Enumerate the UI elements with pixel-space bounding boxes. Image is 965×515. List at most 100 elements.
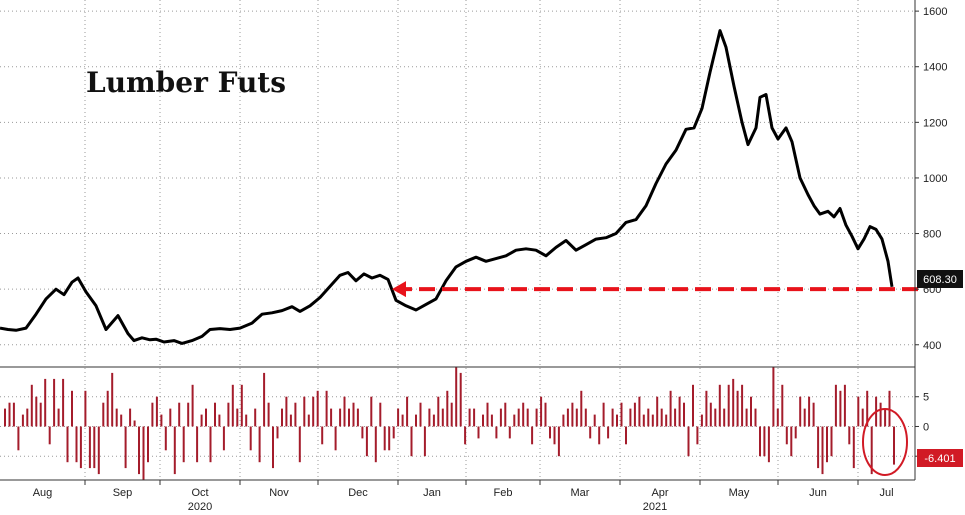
bar	[124, 426, 127, 469]
bar	[852, 426, 855, 469]
bar	[39, 402, 42, 427]
bar	[683, 402, 685, 427]
bar	[343, 396, 346, 427]
highlight-circle	[862, 408, 908, 476]
bar	[575, 408, 578, 427]
bar	[35, 396, 38, 427]
bar	[173, 426, 176, 475]
bar	[209, 426, 212, 463]
bar	[553, 426, 556, 445]
bar	[490, 414, 493, 427]
bar	[281, 408, 283, 427]
bar	[669, 390, 672, 427]
price-line-layer	[0, 29, 894, 345]
bar	[593, 414, 596, 427]
bar	[776, 408, 779, 427]
bar	[325, 390, 328, 427]
bar	[499, 408, 502, 427]
bar	[205, 408, 207, 427]
bar-tick-label: 0	[923, 421, 929, 433]
bar	[642, 414, 645, 427]
bar	[808, 396, 811, 427]
bar	[709, 402, 712, 427]
bar	[169, 408, 172, 427]
bar	[482, 414, 484, 427]
bar	[151, 402, 154, 427]
bar	[84, 390, 87, 427]
month-label: May	[729, 487, 750, 499]
bar	[423, 426, 426, 457]
bar	[517, 408, 520, 427]
bar	[410, 426, 413, 457]
bar	[236, 408, 239, 427]
bar	[799, 396, 802, 427]
bar	[879, 402, 882, 427]
bar	[745, 408, 748, 427]
bar	[571, 402, 574, 427]
month-label: Sep	[113, 487, 133, 499]
bar	[660, 408, 663, 427]
bar	[504, 402, 507, 427]
bar	[700, 414, 703, 427]
bar	[580, 390, 583, 427]
bar	[441, 408, 444, 427]
bar	[79, 426, 82, 469]
bar	[374, 426, 377, 463]
bar	[102, 402, 105, 427]
bar	[589, 426, 592, 439]
bar	[651, 414, 654, 427]
bar	[723, 408, 726, 427]
month-label: Feb	[494, 487, 513, 499]
bar	[397, 408, 400, 427]
chart-title: Lumber Futs	[86, 66, 286, 99]
bar	[750, 396, 752, 427]
bar	[111, 372, 114, 427]
bar	[307, 414, 310, 427]
bar	[736, 390, 739, 427]
bar	[803, 408, 806, 427]
bar	[812, 402, 815, 427]
month-label: Dec	[348, 487, 368, 499]
bar	[531, 426, 534, 445]
bar	[647, 408, 650, 427]
bar	[857, 396, 860, 427]
bar	[196, 426, 199, 463]
bar	[794, 426, 797, 439]
bar	[44, 378, 47, 427]
bar	[861, 408, 864, 427]
bar	[12, 402, 15, 427]
bar	[222, 426, 225, 451]
bar	[566, 408, 569, 427]
bar	[428, 408, 431, 427]
bar	[272, 426, 274, 469]
bar	[267, 402, 270, 427]
month-label: Jan	[423, 487, 441, 499]
bar	[754, 408, 757, 427]
bar	[330, 408, 333, 427]
bar	[848, 426, 851, 445]
bar	[692, 384, 694, 427]
bar	[638, 396, 641, 427]
bar	[388, 426, 391, 451]
bar	[303, 396, 306, 427]
bar	[334, 426, 337, 451]
bar	[446, 390, 449, 427]
bar	[522, 402, 525, 427]
month-label: Oct	[191, 487, 208, 499]
bar	[26, 408, 29, 427]
bar	[254, 408, 257, 427]
bar	[513, 414, 516, 427]
bar	[674, 408, 677, 427]
bar	[294, 402, 297, 427]
bar	[437, 396, 440, 427]
bar	[133, 420, 136, 427]
bar	[817, 426, 820, 469]
x-axis: Aug Sep Oct Nov Dec Jan Feb Mar Apr May Jun Jul 2020…	[33, 480, 894, 513]
bar	[455, 367, 458, 427]
bar	[696, 426, 699, 445]
price-grid	[0, 10, 915, 346]
bar	[53, 378, 56, 427]
bar	[687, 426, 690, 457]
